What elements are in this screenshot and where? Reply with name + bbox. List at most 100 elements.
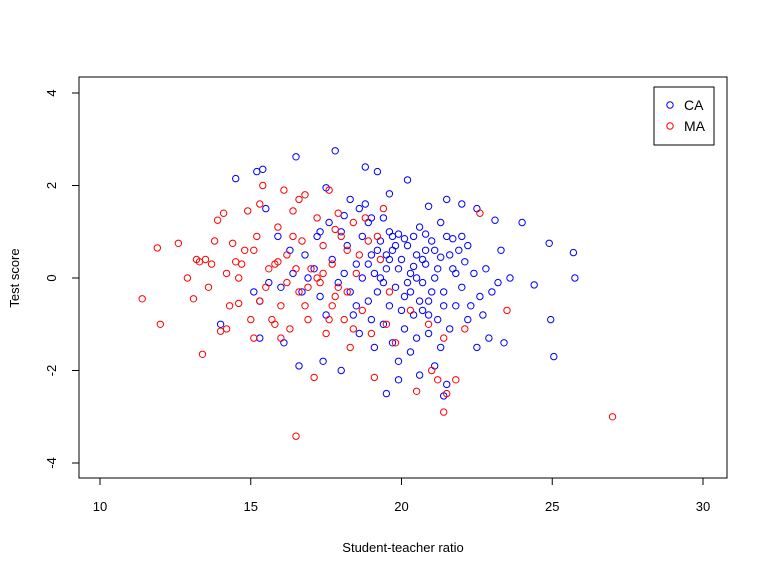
point-ca — [343, 241, 351, 250]
point-ma — [235, 299, 243, 308]
point-ca — [376, 274, 385, 282]
point-ca — [473, 343, 481, 352]
point-ca — [379, 214, 388, 222]
point-ca — [428, 288, 436, 296]
point-ca — [409, 262, 418, 271]
point-ca — [361, 163, 369, 171]
point-ca — [571, 274, 579, 282]
point-ma — [337, 232, 345, 241]
point-ca — [331, 147, 339, 155]
point-ma — [138, 295, 146, 303]
point-ca — [400, 292, 409, 301]
point-ma — [222, 325, 231, 333]
point-ca — [412, 251, 421, 259]
point-ca — [379, 278, 388, 287]
point-ca — [418, 278, 427, 287]
point-ca — [388, 232, 397, 241]
point-ca — [418, 306, 427, 315]
point-ma — [250, 334, 258, 342]
point-ma — [274, 258, 282, 266]
point-ca — [440, 302, 448, 310]
point-ca — [346, 288, 354, 296]
y-axis-label: Test score — [7, 248, 22, 307]
x-tick-label: 25 — [545, 499, 559, 514]
point-ma — [213, 216, 222, 224]
plot-frame — [78, 76, 728, 479]
point-ca — [388, 246, 397, 255]
point-ma — [313, 214, 321, 222]
point-ma — [298, 237, 306, 245]
point-ma — [343, 246, 351, 255]
point-ma — [310, 373, 318, 382]
legend-marker-ma — [666, 122, 674, 130]
point-ca — [443, 380, 451, 389]
point-ca — [497, 246, 505, 255]
point-ma — [210, 237, 219, 245]
x-tick-label: 30 — [696, 499, 710, 514]
y-axis: -4 -2 0 2 4 — [44, 89, 80, 469]
point-ca — [431, 246, 439, 255]
point-ma — [207, 260, 216, 268]
point-ca — [545, 239, 553, 248]
point-ca — [259, 165, 267, 174]
point-ca — [385, 302, 394, 310]
point-ca — [286, 246, 294, 255]
point-ma — [325, 315, 333, 324]
point-ma — [443, 389, 451, 398]
point-ca — [406, 348, 415, 356]
point-ca — [473, 204, 481, 213]
x-tick-label: 20 — [394, 499, 408, 514]
x-tick-label: 15 — [244, 499, 258, 514]
point-ca — [394, 376, 403, 384]
point-ma — [358, 306, 366, 315]
point-ca — [458, 200, 466, 208]
point-ma — [222, 269, 231, 278]
point-ca — [352, 260, 360, 268]
point-ca — [373, 288, 382, 296]
point-ma — [238, 260, 246, 268]
point-ma — [247, 315, 255, 324]
point-ma — [355, 251, 363, 259]
point-ca — [265, 278, 273, 287]
point-ca — [382, 265, 391, 273]
point-ma — [331, 225, 339, 234]
point-ca — [415, 223, 424, 231]
point-ca — [434, 265, 442, 273]
point-ca — [337, 366, 345, 375]
point-ca — [464, 315, 472, 324]
point-ca — [449, 235, 457, 243]
y-tick-label: -2 — [44, 365, 59, 377]
point-ca — [431, 274, 439, 282]
y-tick-label: 4 — [44, 89, 59, 96]
point-ma — [265, 265, 273, 273]
point-ca — [500, 339, 508, 347]
point-ma — [440, 408, 448, 416]
point-ma — [292, 432, 300, 440]
point-ma — [219, 209, 228, 217]
point-ma — [313, 274, 321, 282]
point-ma — [156, 320, 165, 328]
point-ma — [268, 315, 276, 324]
point-ma — [235, 274, 243, 282]
point-ca — [328, 255, 336, 264]
point-ca — [301, 251, 309, 259]
point-ca — [316, 228, 324, 236]
point-ma — [250, 246, 258, 255]
point-ma — [373, 232, 382, 241]
point-ca — [355, 204, 363, 213]
point-ma — [424, 320, 433, 328]
point-ca — [274, 232, 282, 241]
point-ma — [503, 306, 511, 315]
point-ca — [409, 232, 418, 241]
point-ma — [452, 376, 460, 384]
point-ca — [364, 297, 372, 305]
point-ca — [415, 297, 424, 305]
x-tick-label: 10 — [93, 499, 107, 514]
point-ma — [295, 288, 303, 296]
point-ca — [569, 248, 578, 257]
point-ca — [277, 283, 285, 291]
point-ca — [397, 306, 406, 315]
point-ca — [437, 253, 445, 261]
point-ca — [494, 278, 502, 287]
point-ca — [391, 241, 400, 250]
